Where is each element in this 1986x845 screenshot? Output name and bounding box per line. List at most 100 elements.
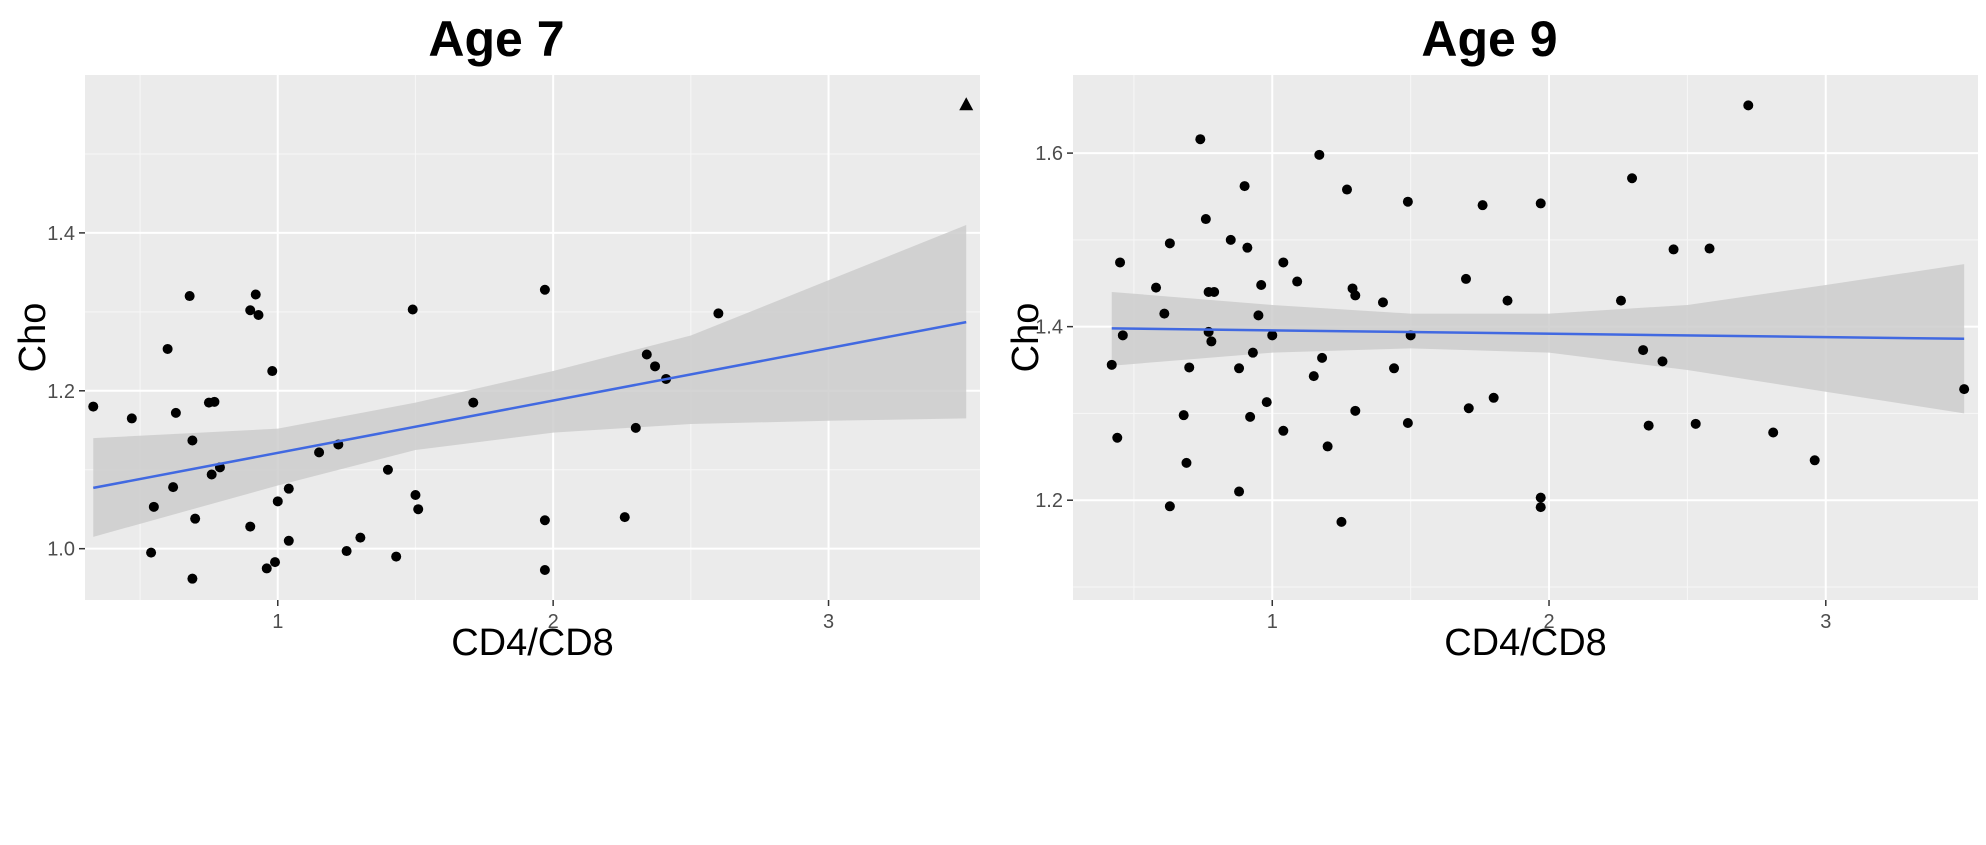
data-point [355, 532, 366, 543]
data-point [1267, 330, 1278, 341]
data-point [1535, 502, 1546, 513]
data-point [1200, 214, 1211, 225]
data-point [1314, 149, 1325, 160]
data-point [1261, 397, 1272, 408]
data-point [713, 308, 724, 319]
data-point [1350, 405, 1361, 416]
data-point [1178, 410, 1189, 421]
data-point [1206, 336, 1217, 347]
data-point [1164, 501, 1175, 512]
x-tick-label: 3 [1820, 611, 1831, 633]
data-point [1477, 200, 1488, 211]
chart-panel-age7: Age 7 1 2 3 1.0 1.2 1.4 CD4/CD8 Cho [12, 11, 980, 664]
data-point [1278, 257, 1289, 268]
data-point [187, 435, 198, 446]
data-point [1247, 347, 1258, 358]
data-point [1256, 280, 1267, 290]
data-point [1225, 234, 1236, 245]
data-point [1106, 359, 1117, 370]
data-point [1535, 492, 1546, 503]
data-point [1389, 363, 1400, 374]
data-point [539, 565, 550, 575]
x-tick-label: 1 [272, 611, 283, 633]
data-point [283, 535, 294, 546]
data-point [619, 512, 630, 523]
data-point [1615, 295, 1626, 306]
data-point [190, 513, 201, 524]
y-tick-label: 1.4 [47, 223, 75, 245]
data-point [1463, 403, 1474, 414]
data-point [1117, 330, 1128, 341]
y-tick-label: 1.2 [47, 381, 75, 403]
chart-svg-age9: 1 2 3 1.2 1.4 1.6 CD4/CD8 Cho [1005, 75, 1978, 664]
data-point [641, 349, 652, 360]
x-tick-label: 2 [1543, 611, 1554, 633]
data-point [650, 361, 661, 372]
data-point [1377, 297, 1388, 308]
y-axis-title: Cho [12, 303, 54, 373]
data-point [413, 504, 424, 515]
data-point [162, 343, 173, 354]
y-tick-label: 1.6 [1035, 143, 1063, 165]
chart-title: Age 9 [1421, 11, 1558, 67]
data-point [1402, 417, 1413, 428]
chart-title: Age 7 [428, 11, 565, 67]
data-point [1181, 457, 1192, 468]
data-point [1234, 363, 1245, 374]
data-point [1242, 242, 1253, 253]
data-point [1336, 516, 1347, 527]
regression-line [1111, 327, 1965, 341]
data-point [1322, 441, 1333, 452]
data-point [206, 469, 217, 480]
data-point [1278, 425, 1289, 436]
data-point [630, 422, 641, 433]
data-point [1253, 310, 1264, 321]
x-axis-title: CD4/CD8 [451, 622, 614, 664]
data-point [1402, 196, 1413, 207]
data-point [267, 366, 278, 377]
data-point [1690, 418, 1701, 429]
x-tick-label: 1 [1267, 611, 1278, 633]
data-point [187, 573, 198, 584]
data-point [1317, 352, 1328, 363]
data-point [1239, 181, 1250, 192]
y-axis-title: Cho [1005, 303, 1047, 373]
data-point [1308, 371, 1319, 382]
data-point [126, 413, 137, 424]
data-point [1115, 257, 1126, 268]
data-point [1488, 392, 1499, 403]
data-point [184, 291, 195, 302]
data-point [391, 551, 402, 562]
data-point [270, 557, 281, 568]
data-point [146, 547, 157, 558]
confidence-band [1111, 264, 1965, 414]
y-tick-label: 1.0 [47, 539, 75, 561]
data-point [314, 447, 325, 458]
data-point [1164, 238, 1175, 249]
data-point [170, 407, 181, 418]
data-point [209, 396, 220, 407]
data-point [468, 397, 479, 408]
data-point [245, 521, 256, 532]
y-tick-label: 1.4 [1035, 317, 1063, 339]
data-point [1668, 244, 1679, 255]
data-point [1195, 134, 1206, 145]
data-point [168, 482, 179, 493]
data-point [1460, 273, 1471, 284]
data-point [1184, 362, 1195, 373]
data-point [1657, 356, 1668, 367]
x-tick-label: 3 [823, 611, 834, 633]
data-point [1112, 432, 1123, 443]
data-point [1704, 243, 1715, 254]
data-point [539, 284, 550, 295]
data-point [272, 496, 283, 507]
data-point [1535, 198, 1546, 209]
data-point [1768, 427, 1779, 438]
data-point [1234, 486, 1245, 497]
data-point [1341, 184, 1352, 195]
data-point [1643, 420, 1654, 431]
data-point [283, 483, 294, 494]
data-point [250, 289, 261, 300]
data-point [1245, 411, 1256, 422]
regression-line [93, 320, 967, 490]
